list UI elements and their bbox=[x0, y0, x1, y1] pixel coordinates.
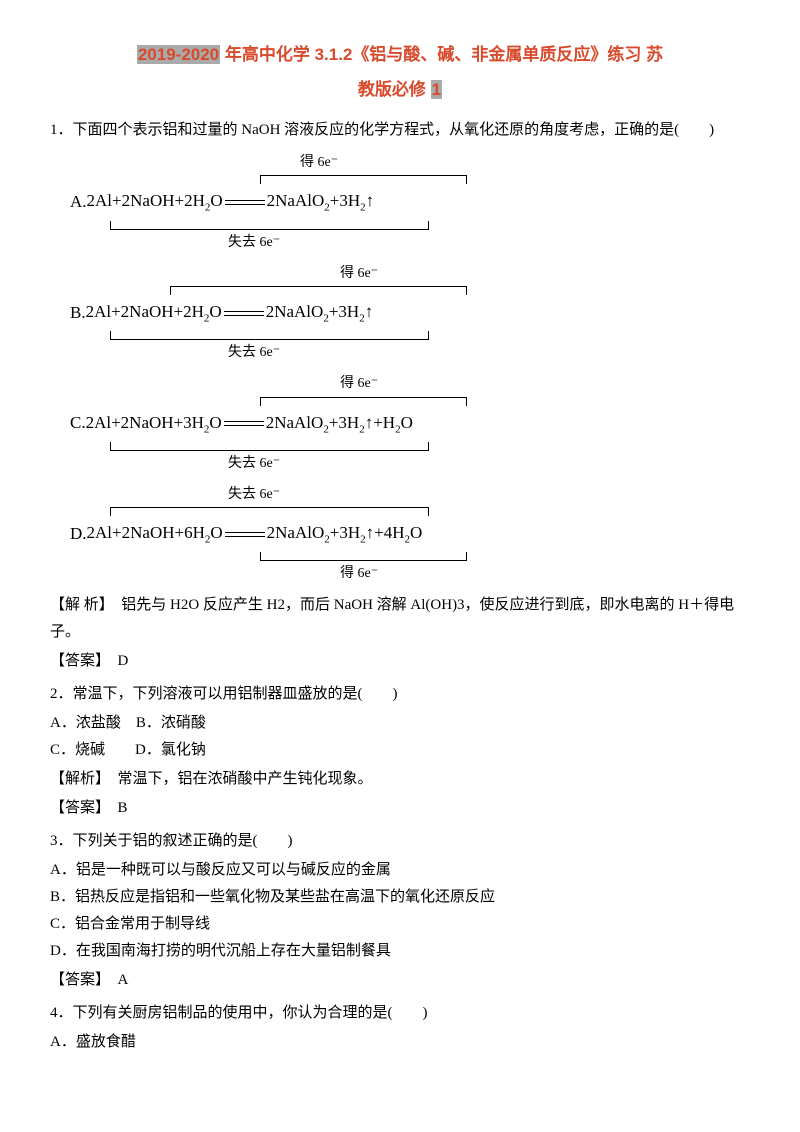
opt-d-prefix: D. bbox=[70, 519, 87, 550]
opt-d-eq: 2Al+2NaOH+6H2O2NaAlO2+3H2↑+4H2O bbox=[87, 518, 423, 550]
q3-opt-b: B．铝热反应是指铝和一些氧化物及某些盐在高温下的氧化还原反应 bbox=[50, 884, 750, 911]
opt-a-eq: 2Al+2NaOH+2H2O2NaAlO2+3H2↑ bbox=[87, 186, 375, 218]
q3-opt-d: D．在我国南海打捞的明代沉船上存在大量铝制餐具 bbox=[50, 938, 750, 965]
title-rest2: 教版必修 bbox=[358, 80, 431, 99]
title-rest1: 年高中化学 3.1.2《铝与酸、碱、非金属单质反应》练习 苏 bbox=[220, 45, 663, 64]
q1-option-b-diagram: 得 6e⁻ B. 2Al+2NaOH+2H2O2NaAlO2+3H2↑ 失去 6… bbox=[50, 261, 750, 366]
title-num: 1 bbox=[431, 80, 442, 99]
gain-label-c: 得 6e⁻ bbox=[340, 371, 378, 396]
title-line-2: 教版必修 1 bbox=[50, 75, 750, 106]
q4-stem: 4．下列有关厨房铝制品的使用中，你认为合理的是( ) bbox=[50, 1000, 750, 1027]
q1-answer: 【答案】 D bbox=[50, 648, 750, 675]
loss-label-b: 失去 6e⁻ bbox=[228, 340, 280, 365]
loss-label: 失去 6e⁻ bbox=[228, 230, 280, 255]
q2-explanation: 【解析】 常温下，铝在浓硝酸中产生钝化现象。 bbox=[50, 766, 750, 793]
opt-b-eq: 2Al+2NaOH+2H2O2NaAlO2+3H2↑ bbox=[86, 297, 374, 329]
q3-stem: 3．下列关于铝的叙述正确的是( ) bbox=[50, 828, 750, 855]
opt-c-eq: 2Al+2NaOH+3H2O2NaAlO2+3H2↑+H2O bbox=[86, 408, 413, 440]
gain-label: 得 6e⁻ bbox=[300, 150, 338, 175]
q1-stem: 1．下面四个表示铝和过量的 NaOH 溶液反应的化学方程式，从氧化还原的角度考虑… bbox=[50, 117, 750, 144]
q2-opt-cd: C．烧碱 D．氯化钠 bbox=[50, 737, 750, 764]
opt-b-prefix: B. bbox=[70, 298, 86, 329]
title-year: 2019-2020 bbox=[137, 45, 220, 64]
gain-label-b: 得 6e⁻ bbox=[340, 261, 378, 286]
q2-stem: 2．常温下，下列溶液可以用铝制器皿盛放的是( ) bbox=[50, 681, 750, 708]
loss-label-d: 失去 6e⁻ bbox=[228, 482, 280, 507]
q3-opt-c: C．铝合金常用于制导线 bbox=[50, 911, 750, 938]
opt-a-prefix: A. bbox=[70, 187, 87, 218]
q1-explanation: 【解 析】 铝先与 H2O 反应产生 H2，而后 NaOH 溶解 Al(OH)3… bbox=[50, 592, 750, 646]
q2-opt-ab: A．浓盐酸 B．浓硝酸 bbox=[50, 710, 750, 737]
q4-opt-a: A．盛放食醋 bbox=[50, 1029, 750, 1056]
q2-answer: 【答案】 B bbox=[50, 795, 750, 822]
q1-option-d-diagram: 失去 6e⁻ D. 2Al+2NaOH+6H2O2NaAlO2+3H2↑+4H2… bbox=[50, 482, 750, 587]
q1-option-a-diagram: 得 6e⁻ A. 2Al+2NaOH+2H2O2NaAlO2+3H2↑ 失去 6… bbox=[50, 150, 750, 255]
q3-opt-a: A．铝是一种既可以与酸反应又可以与碱反应的金属 bbox=[50, 857, 750, 884]
loss-label-c: 失去 6e⁻ bbox=[228, 451, 280, 476]
title-line-1: 2019-2020 年高中化学 3.1.2《铝与酸、碱、非金属单质反应》练习 苏 bbox=[50, 40, 750, 71]
gain-label-d: 得 6e⁻ bbox=[340, 561, 378, 586]
opt-c-prefix: C. bbox=[70, 408, 86, 439]
q3-answer: 【答案】 A bbox=[50, 967, 750, 994]
q1-option-c-diagram: 得 6e⁻ C. 2Al+2NaOH+3H2O2NaAlO2+3H2↑+H2O … bbox=[50, 371, 750, 476]
